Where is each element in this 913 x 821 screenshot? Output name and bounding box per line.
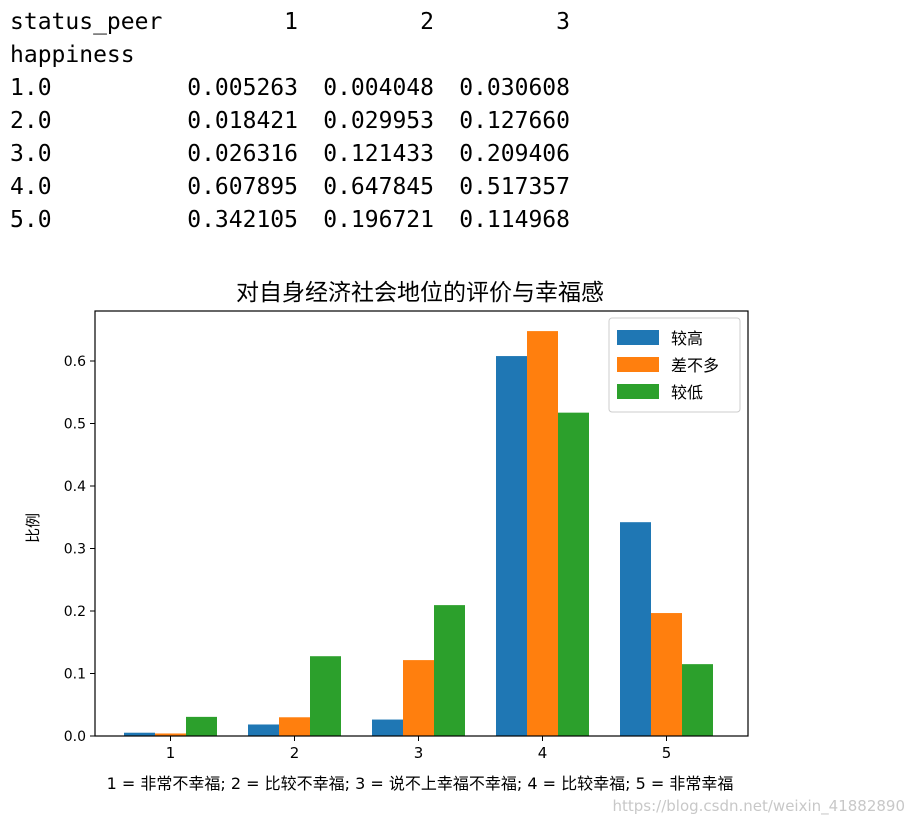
dataframe-header-row: status_peer 1 2 3 — [10, 6, 570, 39]
table-cell: 0.030608 — [459, 75, 570, 101]
x-tick-label: 1 — [166, 744, 176, 762]
bar — [527, 331, 558, 736]
table-cell: 0.026316 — [187, 141, 298, 167]
legend-label: 较低 — [671, 383, 703, 402]
table-cell: 0.517357 — [459, 174, 570, 200]
bar — [434, 605, 465, 736]
x-tick-label: 2 — [290, 744, 300, 762]
y-tick-label: 0.4 — [64, 479, 86, 495]
y-tick-label: 0.0 — [64, 729, 86, 745]
bar — [124, 732, 155, 736]
dataframe-table: status_peer 1 2 3 happiness 1.0 0.005263… — [10, 6, 570, 237]
row-index: 2.0 — [10, 108, 52, 134]
bar-chart: 对自身经济社会地位的评价与幸福感 比例 1 = 非常不幸福; 2 = 比较不幸福… — [24, 280, 749, 793]
bar — [558, 412, 589, 736]
table-row: 4.0 0.607895 0.647845 0.517357 — [10, 171, 570, 204]
row-index: 1.0 — [10, 75, 52, 101]
bar — [620, 522, 651, 736]
y-tick-label: 0.2 — [64, 604, 86, 620]
bar — [651, 613, 682, 736]
table-row: 1.0 0.005263 0.004048 0.030608 — [10, 72, 570, 105]
y-tick-label: 0.6 — [64, 354, 86, 370]
legend-swatch — [617, 384, 659, 399]
column-header: 3 — [556, 9, 570, 35]
table-cell: 0.607895 — [187, 174, 298, 200]
bar — [496, 356, 527, 736]
table-cell: 0.209406 — [459, 141, 570, 167]
x-tick-label: 5 — [662, 744, 672, 762]
table-cell: 0.342105 — [187, 207, 298, 233]
bar — [155, 733, 186, 736]
table-row: 2.0 0.018421 0.029953 0.127660 — [10, 105, 570, 138]
index-name: happiness — [10, 42, 135, 68]
row-index: 5.0 — [10, 207, 52, 233]
column-header: 2 — [420, 9, 434, 35]
bars-layer — [124, 331, 713, 736]
watermark: https://blog.csdn.net/weixin_41882890 — [612, 797, 905, 815]
x-axis-ticks: 1 2 3 4 5 — [166, 736, 672, 762]
table-cell: 0.127660 — [459, 108, 570, 134]
x-tick-label: 3 — [414, 744, 424, 762]
table-cell: 0.004048 — [323, 75, 434, 101]
table-cell: 0.005263 — [187, 75, 298, 101]
columns-name: status_peer — [10, 9, 163, 35]
bar — [310, 656, 341, 736]
chart-title: 对自身经济社会地位的评价与幸福感 — [236, 280, 604, 306]
legend-swatch — [617, 357, 659, 372]
row-index: 4.0 — [10, 174, 52, 200]
y-axis-ticks: 0.0 0.1 0.2 0.3 0.4 0.5 0.6 — [64, 354, 95, 745]
y-tick-label: 0.3 — [64, 542, 86, 558]
bar — [372, 719, 403, 736]
x-axis-label: 1 = 非常不幸福; 2 = 比较不幸福; 3 = 说不上幸福不幸福; 4 = … — [107, 774, 734, 793]
legend-label: 较高 — [671, 329, 703, 348]
table-cell: 0.114968 — [459, 207, 570, 233]
table-cell: 0.647845 — [323, 174, 434, 200]
column-header: 1 — [284, 9, 298, 35]
bar — [186, 716, 217, 736]
bar — [403, 660, 434, 736]
table-cell: 0.121433 — [323, 141, 434, 167]
table-cell: 0.018421 — [187, 108, 298, 134]
bar — [682, 664, 713, 736]
row-index: 3.0 — [10, 141, 52, 167]
x-tick-label: 4 — [538, 744, 548, 762]
y-axis-label: 比例 — [24, 513, 42, 543]
y-tick-label: 0.5 — [64, 417, 86, 433]
table-cell: 0.029953 — [323, 108, 434, 134]
y-tick-label: 0.1 — [64, 667, 86, 683]
table-cell: 0.196721 — [323, 207, 434, 233]
legend-label: 差不多 — [671, 356, 719, 375]
plot-frame — [94, 310, 749, 737]
table-row: 3.0 0.026316 0.121433 0.209406 — [10, 138, 570, 171]
legend-swatch — [617, 330, 659, 345]
dataframe-index-name-row: happiness — [10, 39, 570, 72]
table-row: 5.0 0.342105 0.196721 0.114968 — [10, 204, 570, 237]
bar — [248, 724, 279, 736]
bar — [279, 717, 310, 736]
